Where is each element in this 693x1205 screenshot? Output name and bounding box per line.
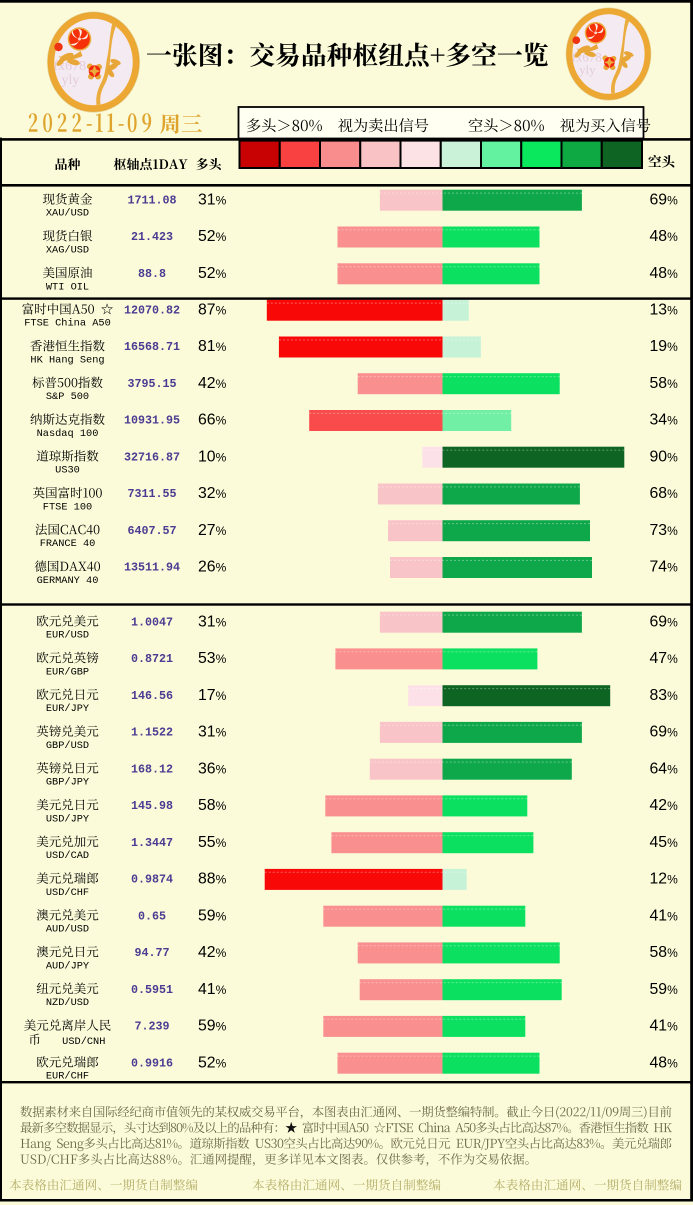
svg-text:73%: 73% (650, 522, 679, 539)
svg-text:Nasdaq 100: Nasdaq 100 (37, 428, 99, 440)
svg-text:90%: 90% (650, 448, 679, 465)
svg-text:69%: 69% (650, 191, 679, 208)
svg-text:S&P 500: S&P 500 (46, 391, 89, 403)
svg-text:GBP/USD: GBP/USD (46, 740, 89, 752)
svg-text:59%: 59% (650, 981, 679, 998)
svg-text:81%: 81% (198, 338, 227, 355)
svg-text:USD/CHF: USD/CHF (46, 887, 89, 899)
svg-text:69%: 69% (650, 613, 679, 630)
svg-text:13511.94: 13511.94 (124, 561, 180, 575)
svg-text:42%: 42% (198, 944, 227, 961)
svg-text:0.65: 0.65 (138, 909, 166, 923)
svg-text:21.423: 21.423 (131, 230, 173, 244)
svg-text:41%: 41% (198, 981, 227, 998)
svg-text:31%: 31% (198, 724, 227, 741)
svg-text:19%: 19% (650, 338, 679, 355)
svg-text:16568.71: 16568.71 (124, 340, 180, 354)
svg-text:31%: 31% (198, 191, 227, 208)
svg-text:145.98: 145.98 (131, 799, 173, 813)
svg-text:12070.82: 12070.82 (124, 303, 180, 317)
svg-text:GERMANY 40: GERMANY 40 (37, 575, 99, 587)
svg-text:69%: 69% (650, 724, 679, 741)
svg-text:74%: 74% (650, 559, 679, 576)
svg-text:10%: 10% (198, 448, 227, 465)
svg-text:52%: 52% (198, 228, 227, 245)
svg-text:6407.57: 6407.57 (127, 524, 176, 538)
svg-text:1.1522: 1.1522 (131, 726, 173, 740)
svg-text:31%: 31% (198, 613, 227, 630)
svg-text:FTSE 100: FTSE 100 (43, 502, 92, 514)
svg-text:55%: 55% (198, 834, 227, 851)
svg-text:GBP/JPY: GBP/JPY (46, 777, 89, 789)
svg-text:HK Hang Seng: HK Hang Seng (30, 355, 104, 367)
svg-text:52%: 52% (198, 1054, 227, 1071)
svg-text:EUR/JPY: EUR/JPY (46, 703, 89, 715)
svg-text:1711.08: 1711.08 (127, 193, 176, 207)
svg-text:64%: 64% (650, 760, 679, 777)
svg-text:1.3447: 1.3447 (131, 836, 173, 850)
svg-text:48%: 48% (650, 265, 679, 282)
svg-text:USD/CNH: USD/CNH (62, 1036, 105, 1048)
svg-text:1.0047: 1.0047 (131, 615, 173, 629)
svg-text:AUD/JPY: AUD/JPY (46, 960, 89, 972)
svg-text:NZD/USD: NZD/USD (46, 997, 89, 1009)
svg-text:32%: 32% (198, 485, 227, 502)
svg-text:58%: 58% (650, 375, 679, 392)
svg-text:0.5951: 0.5951 (131, 983, 173, 997)
svg-text:88%: 88% (198, 871, 227, 888)
svg-text:52%: 52% (198, 265, 227, 282)
svg-text:47%: 47% (650, 650, 679, 667)
svg-text:27%: 27% (198, 522, 227, 539)
svg-text:3795.15: 3795.15 (127, 377, 176, 391)
svg-text:146.56: 146.56 (131, 689, 173, 703)
svg-text:EUR/CHF: EUR/CHF (46, 1071, 89, 1083)
svg-text:87%: 87% (198, 301, 227, 318)
svg-text:42%: 42% (650, 797, 679, 814)
svg-text:XAG/USD: XAG/USD (46, 245, 89, 257)
svg-text:10931.95: 10931.95 (124, 414, 180, 428)
svg-text:53%: 53% (198, 650, 227, 667)
svg-text:US30: US30 (55, 465, 80, 477)
svg-text:36%: 36% (198, 760, 227, 777)
svg-text:EUR/GBP: EUR/GBP (46, 666, 89, 678)
svg-text:13%: 13% (650, 301, 679, 318)
svg-text:USD/JPY: USD/JPY (46, 813, 89, 825)
svg-text:17%: 17% (198, 687, 227, 704)
svg-text:USD/CAD: USD/CAD (46, 850, 89, 862)
svg-text:41%: 41% (650, 1018, 679, 1035)
svg-text:88.8: 88.8 (138, 267, 166, 281)
svg-text:42%: 42% (198, 375, 227, 392)
svg-text:7311.55: 7311.55 (127, 487, 176, 501)
svg-text:32716.87: 32716.87 (124, 450, 180, 464)
svg-text:34%: 34% (650, 412, 679, 429)
svg-text:EUR/USD: EUR/USD (46, 630, 89, 642)
svg-text:45%: 45% (650, 834, 679, 851)
svg-text:168.12: 168.12 (131, 762, 173, 776)
svg-text:XAU/USD: XAU/USD (46, 208, 89, 220)
svg-text:58%: 58% (198, 797, 227, 814)
svg-text:58%: 58% (650, 944, 679, 961)
svg-text:59%: 59% (198, 1018, 227, 1035)
svg-text:59%: 59% (198, 907, 227, 924)
svg-text:0.9916: 0.9916 (131, 1056, 173, 1070)
svg-text:68%: 68% (650, 485, 679, 502)
svg-text:26%: 26% (198, 559, 227, 576)
svg-text:66%: 66% (198, 412, 227, 429)
svg-text:48%: 48% (650, 1054, 679, 1071)
svg-text:48%: 48% (650, 228, 679, 245)
svg-text:0.9874: 0.9874 (131, 873, 173, 887)
svg-text:AUD/USD: AUD/USD (46, 924, 89, 936)
svg-text:41%: 41% (650, 907, 679, 924)
svg-text:94.77: 94.77 (134, 946, 169, 960)
svg-text:FRANCE 40: FRANCE 40 (40, 538, 96, 550)
svg-text:83%: 83% (650, 687, 679, 704)
svg-text:12%: 12% (650, 871, 679, 888)
svg-text:WTI OIL: WTI OIL (46, 281, 89, 293)
svg-text:FTSE China A50: FTSE China A50 (24, 318, 111, 330)
svg-text:0.8721: 0.8721 (131, 652, 173, 666)
svg-text:7.239: 7.239 (134, 1020, 169, 1034)
